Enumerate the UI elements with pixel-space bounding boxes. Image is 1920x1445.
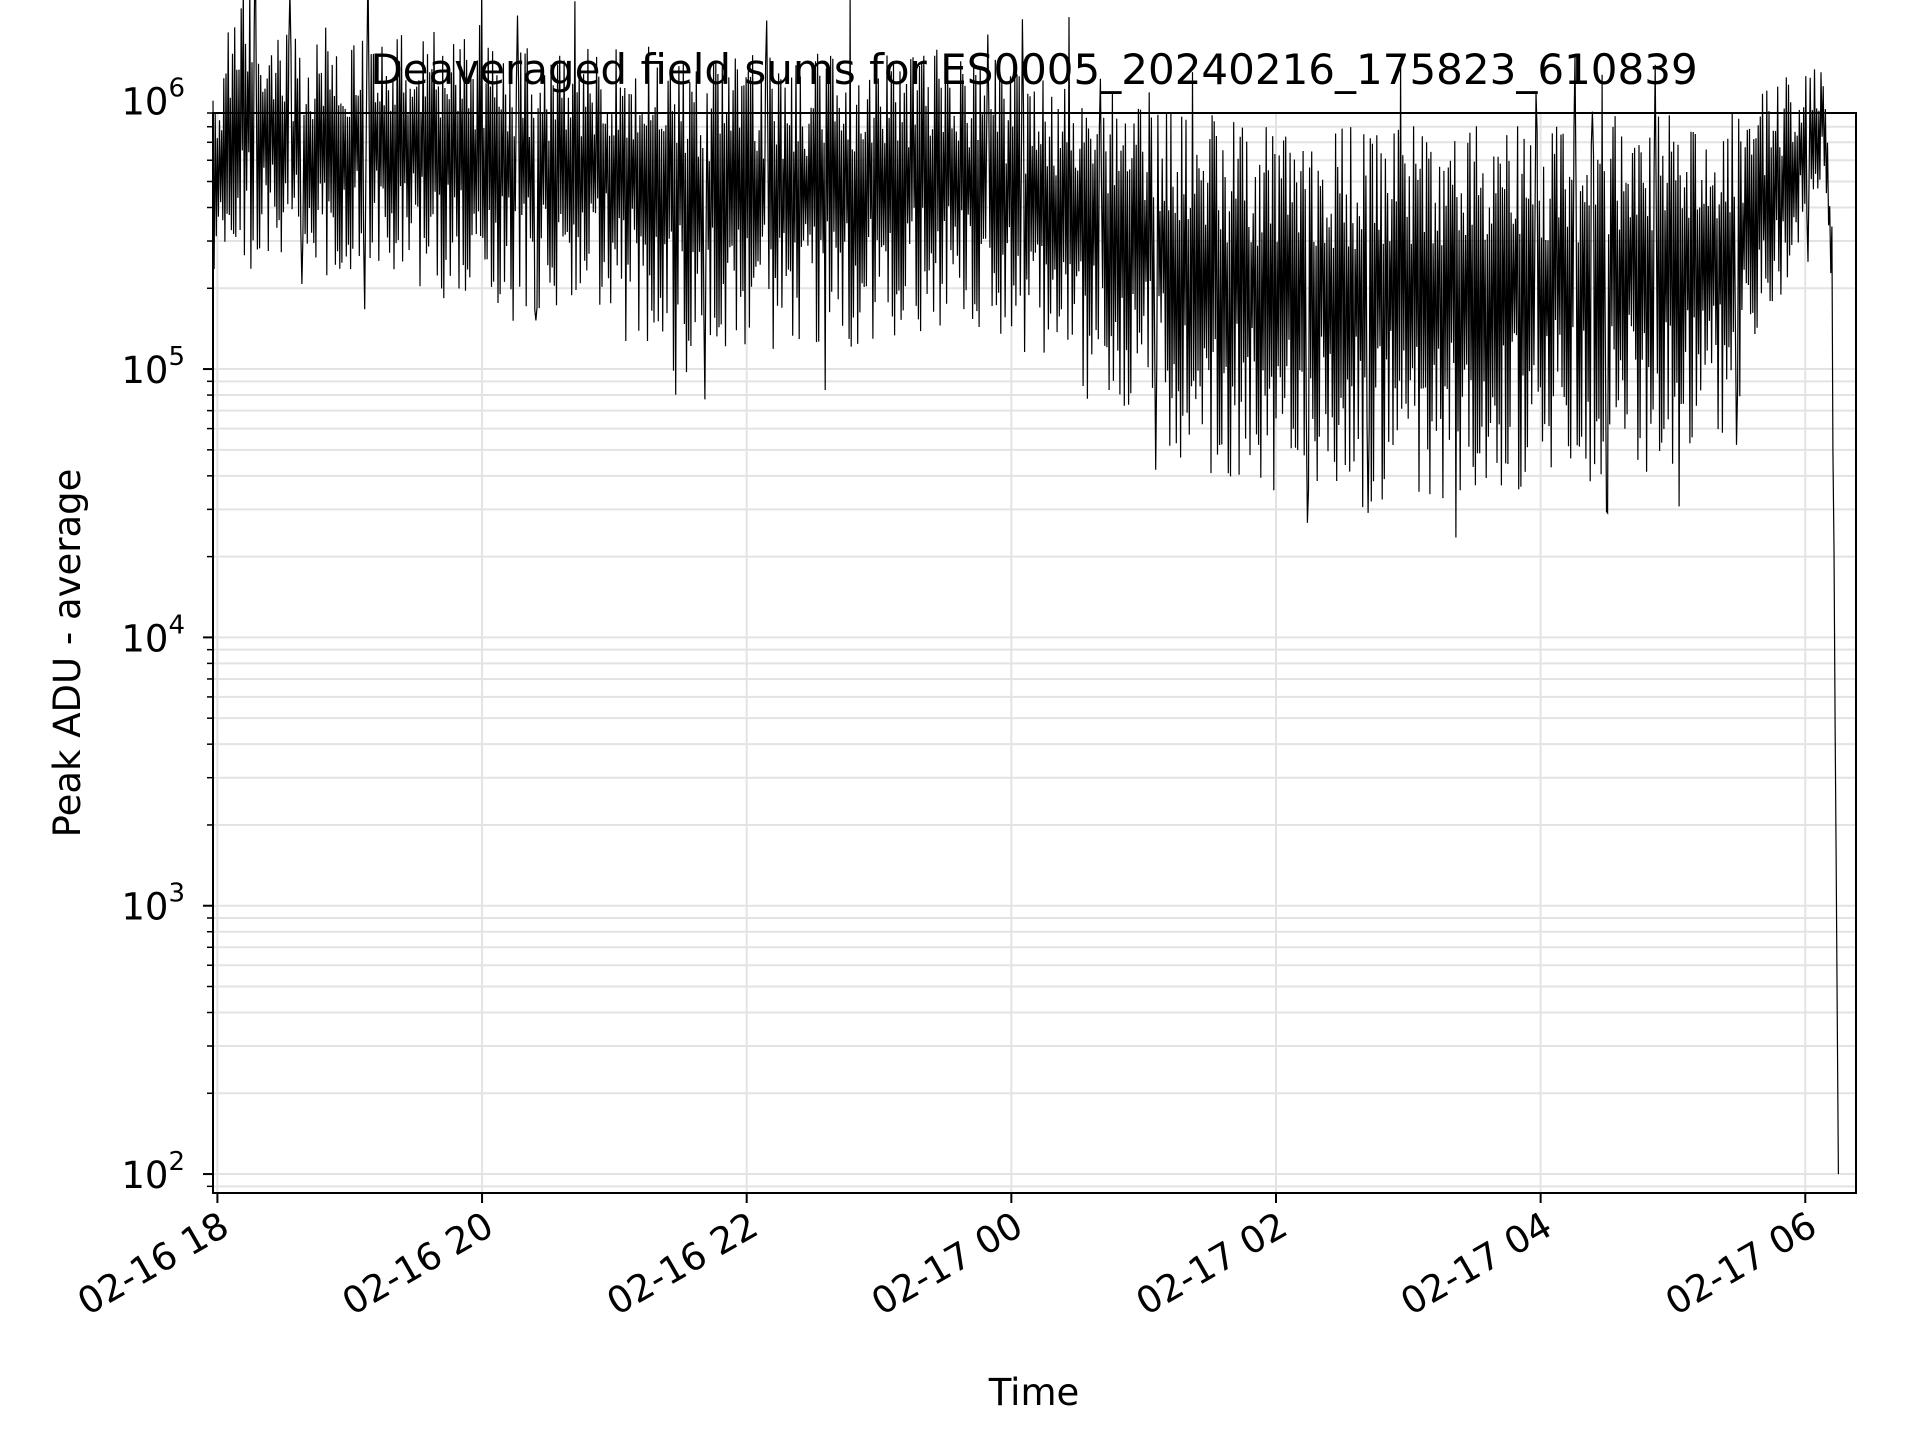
series-line [212,0,1839,1175]
grid-lines [213,112,1856,1193]
y-tick-label: 102 [121,1147,185,1197]
data-series [212,0,1839,1175]
y-axis-label: Peak ADU - average [46,469,89,838]
y-tick-label: 105 [121,342,185,392]
chart-title: Deaveraged field sums for ES0005_2024021… [370,45,1697,94]
x-axis-label: Time [988,1371,1080,1414]
y-tick-label: 106 [121,74,185,124]
plot-frame [212,112,1857,1194]
y-tick-label: 104 [121,610,185,660]
y-tick-label: 103 [121,879,185,929]
